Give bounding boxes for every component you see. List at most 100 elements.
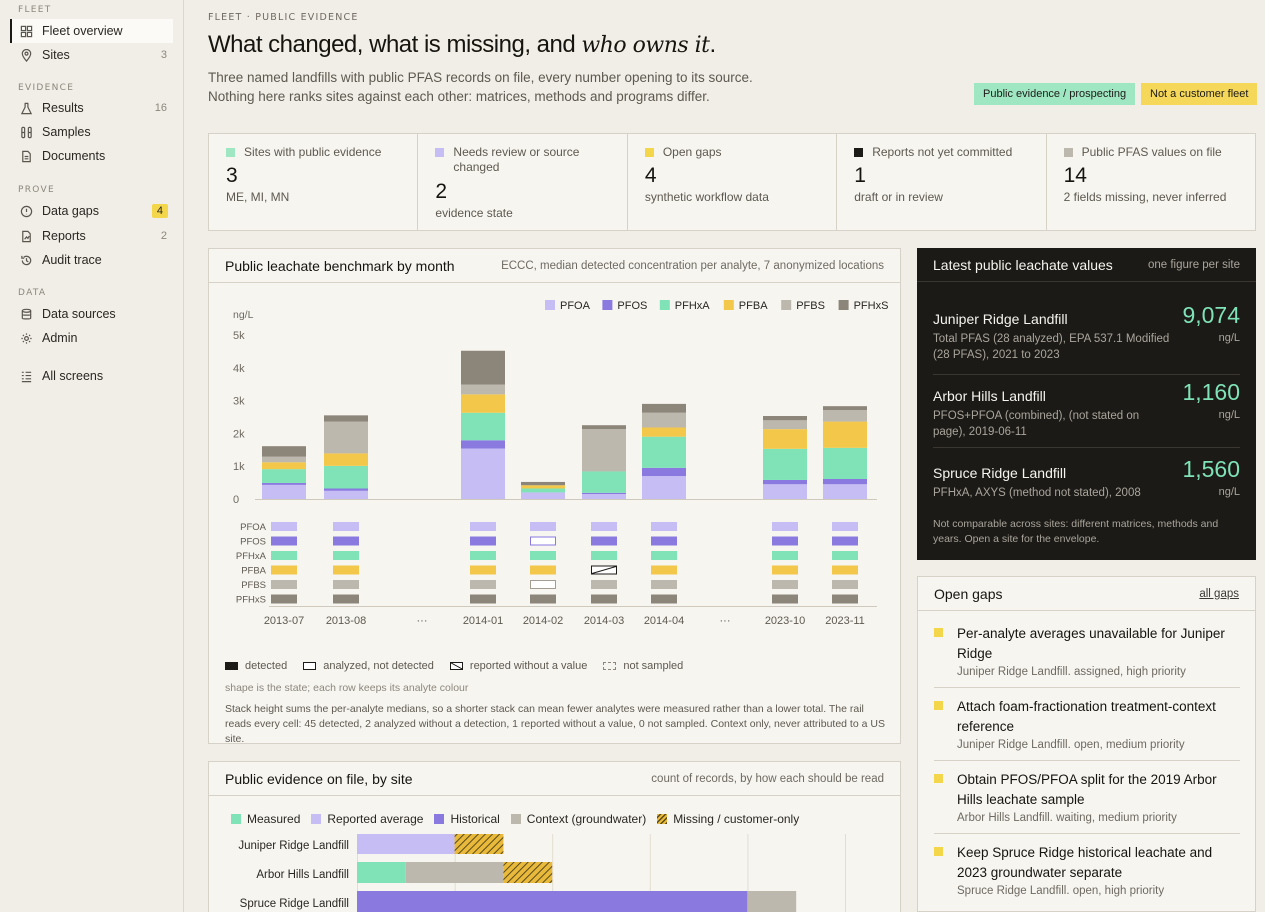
rail-cell	[591, 522, 617, 531]
database-icon	[19, 307, 33, 321]
kpi-swatch	[854, 148, 864, 157]
rail-cell	[772, 580, 798, 589]
rail-cell	[772, 594, 798, 604]
gap-item[interactable]: Obtain PFOS/PFOA split for the 2019 Arbo…	[934, 770, 1240, 834]
bar-segment	[262, 469, 306, 483]
latest-site-value: 1,560	[1182, 456, 1240, 482]
legend-label: PFHxA	[675, 300, 711, 312]
gaps-header: Open gaps all gaps	[918, 577, 1255, 611]
rail-cell	[651, 522, 677, 531]
page-title: What changed, what is missing, and who o…	[208, 31, 716, 59]
sidebar-item-results[interactable]: Results 16	[10, 96, 173, 120]
legend-swatch	[659, 300, 670, 310]
state-label: reported without a value	[469, 660, 588, 672]
kpi-value: 2	[435, 180, 448, 203]
kpi-value: 3	[226, 164, 238, 187]
state-swatch	[225, 662, 238, 670]
gap-item[interactable]: Per-analyte averages unavailable for Jun…	[934, 624, 1240, 688]
kpi-strip: Sites with public evidence 3 ME, MI, MN …	[208, 133, 1256, 231]
state-legend-not-sampled: not sampled	[603, 660, 683, 672]
rail-cell	[651, 536, 677, 546]
shape-note: shape is the state; each row keeps its a…	[225, 682, 469, 694]
sidebar-item-fleet-overview[interactable]: Fleet overview	[10, 19, 173, 43]
legend-swatch	[434, 814, 445, 824]
bar-segment	[521, 485, 565, 489]
sidebar-item-audit-trace[interactable]: Audit trace	[10, 248, 173, 272]
rail-cell	[470, 565, 496, 575]
sidebar: FLEET Fleet overview Sites 3 EVIDENCE Re…	[0, 0, 184, 912]
latest-row-spruce[interactable]: Spruce Ridge Landfill PFHxA, AXYS (metho…	[933, 456, 1240, 507]
legend-label: PFOS	[617, 300, 647, 312]
latest-row-juniper[interactable]: Juniper Ridge Landfill Total PFAS (28 an…	[933, 302, 1240, 375]
rail-row-label: PFBA	[241, 566, 266, 577]
legend-label: PFHxS	[854, 300, 889, 312]
not-customer-fleet-tag: Not a customer fleet	[1141, 83, 1258, 105]
bar-segment	[642, 427, 686, 437]
latest-site-value: 1,160	[1182, 379, 1240, 405]
sidebar-item-data-sources[interactable]: Data sources	[10, 302, 173, 326]
tubes-icon	[19, 125, 33, 139]
kpi-needs-review[interactable]: Needs review or source changed 2 evidenc…	[418, 134, 628, 230]
bar-segment	[823, 410, 867, 422]
state-label: detected	[245, 660, 288, 672]
latest-row-arbor[interactable]: Arbor Hills Landfill PFOS+PFOA (combined…	[933, 379, 1240, 448]
benchmark-header: Public leachate benchmark by month ECCC,…	[209, 249, 900, 283]
rail-cell-slash	[591, 566, 617, 574]
evidence-segment	[357, 891, 748, 912]
x-tick-label: 2023-10	[765, 615, 805, 627]
rail-row-label: PFOA	[240, 522, 267, 533]
gap-item[interactable]: Keep Spruce Ridge historical leachate an…	[934, 843, 1240, 907]
rail-cell	[271, 580, 297, 589]
state-legend-detected: detected	[225, 660, 287, 672]
site-label: Arbor Hills Landfill	[256, 869, 349, 881]
benchmark-title: Public leachate benchmark by month	[225, 257, 455, 274]
bar-segment	[642, 467, 686, 477]
sidebar-item-label: Data gaps	[42, 204, 99, 218]
kpi-sites-with-evidence[interactable]: Sites with public evidence 3 ME, MI, MN	[209, 134, 419, 230]
rail-cell	[832, 551, 858, 560]
gap-item[interactable]: Attach foam-fractionation treatment-cont…	[934, 697, 1240, 761]
latest-site-desc: PFHxA, AXYS (method not stated), 2008	[933, 487, 1141, 499]
sidebar-item-sites[interactable]: Sites 3	[10, 43, 173, 67]
sidebar-item-reports[interactable]: Reports 2	[10, 224, 173, 248]
kpi-value: 14	[1063, 164, 1087, 187]
page-subtitle: Three named landfills with public PFAS r…	[208, 68, 828, 106]
bar-segment	[521, 492, 565, 499]
kpi-pfas-values[interactable]: Public PFAS values on file 14 2 fields m…	[1047, 134, 1255, 230]
bar-segment	[823, 406, 867, 411]
legend-swatch	[838, 300, 849, 310]
kpi-swatch	[435, 148, 445, 157]
evidence-segment	[357, 834, 455, 854]
y-tick-label: 1k	[233, 461, 245, 473]
x-tick-label: 2023-11	[825, 615, 865, 627]
open-gaps-panel: Open gaps all gaps Per-analyte averages …	[917, 576, 1256, 912]
sidebar-item-documents[interactable]: Documents	[10, 144, 173, 168]
benchmark-note: ECCC, median detected concentration per …	[501, 259, 884, 272]
sidebar-item-samples[interactable]: Samples	[10, 120, 173, 144]
sidebar-item-label: Sites	[42, 48, 70, 62]
latest-title: Latest public leachate values	[933, 256, 1113, 273]
x-tick-label: 2014-04	[644, 615, 684, 627]
kpi-reports-not-committed[interactable]: Reports not yet committed 1 draft or in …	[837, 134, 1047, 230]
gap-sub: Spruce Ridge Landfill. open, high priori…	[957, 885, 1165, 897]
gear-icon	[19, 331, 33, 345]
rail-cell	[772, 551, 798, 560]
kpi-sub: evidence state	[435, 206, 513, 220]
benchmark-chart[interactable]: 0 1k 2k 3k 4k 5k ng/L PFOA PFOS PFHxA PFBA PFBS PFHx…	[209, 284, 900, 654]
nav-section-data: DATA	[18, 288, 47, 298]
all-gaps-link[interactable]: all gaps	[1199, 587, 1239, 600]
sidebar-item-all-screens[interactable]: All screens	[10, 364, 173, 388]
rail-cell	[271, 536, 297, 546]
sidebar-item-data-gaps[interactable]: Data gaps 4	[10, 199, 173, 223]
kpi-label: Sites with public evidence	[244, 145, 382, 159]
kpi-open-gaps[interactable]: Open gaps 4 synthetic workflow data	[628, 134, 838, 230]
latest-site-value: 9,074	[1182, 302, 1240, 328]
rail-cell	[470, 522, 496, 531]
evidence-chart[interactable]: Juniper Ridge Landfill Arbor Hills Landfi…	[209, 834, 900, 912]
kpi-label: Needs review or source changed	[453, 145, 580, 174]
latest-site-desc: PFOS+PFOA (combined), (not stated on pag…	[933, 410, 1140, 438]
bar-segment	[324, 465, 368, 489]
public-evidence-tag: Public evidence / prospecting	[974, 83, 1136, 105]
sidebar-item-admin[interactable]: Admin	[10, 326, 173, 350]
bar-segment	[763, 416, 807, 421]
